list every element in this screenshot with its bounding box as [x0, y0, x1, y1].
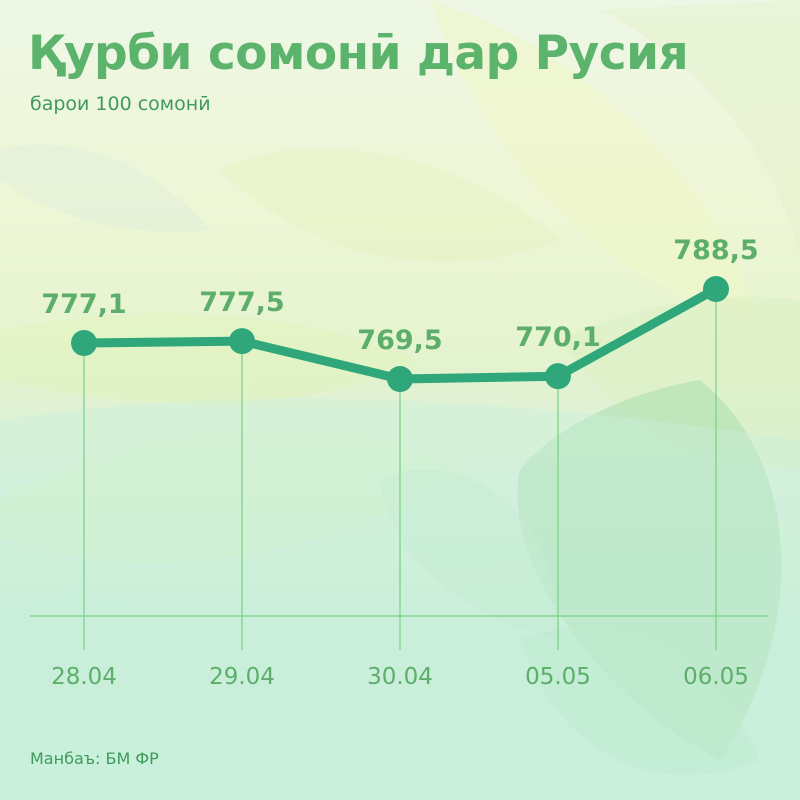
data-point: [545, 363, 571, 390]
data-point: [71, 330, 97, 356]
data-point: [229, 328, 255, 355]
x-tick-label: 30.04: [367, 664, 433, 690]
data-label: 777,1: [41, 289, 126, 320]
x-tick-label: 29.04: [209, 664, 275, 690]
source-note: Манбаъ: БМ ФР: [30, 749, 159, 768]
chart-subtitle: барои 100 сомонӣ: [30, 93, 211, 115]
data-label: 788,5: [673, 235, 758, 266]
x-tick-label: 28.04: [51, 664, 117, 690]
data-point: [703, 276, 729, 302]
x-tick-label: 05.05: [525, 664, 591, 690]
data-label: 770,1: [515, 322, 600, 353]
data-label: 777,5: [199, 287, 284, 318]
x-tick-label: 06.05: [683, 664, 749, 690]
data-label: 769,5: [357, 325, 442, 356]
data-point: [387, 366, 413, 392]
chart-title: Қурби сомонӣ дар Русия: [28, 26, 689, 81]
